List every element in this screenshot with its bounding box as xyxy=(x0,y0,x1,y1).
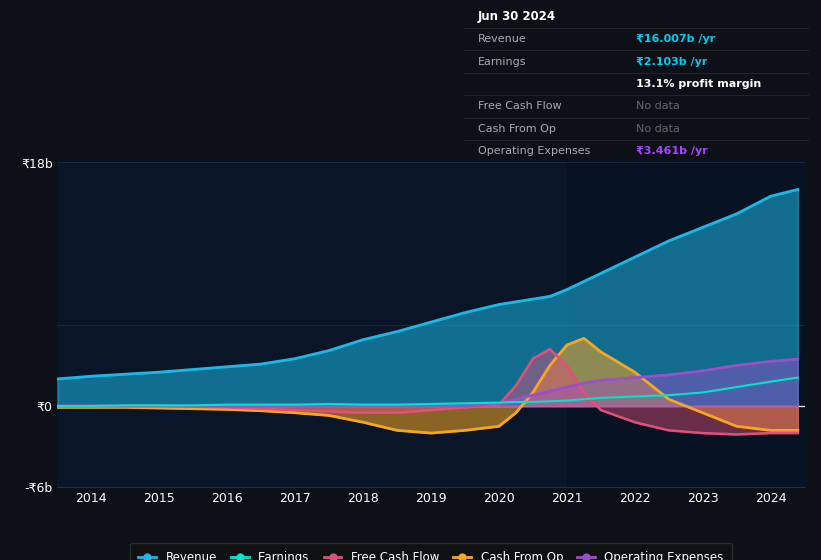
Text: ₹16.007b /yr: ₹16.007b /yr xyxy=(636,34,716,44)
Text: Operating Expenses: Operating Expenses xyxy=(478,146,590,156)
Legend: Revenue, Earnings, Free Cash Flow, Cash From Op, Operating Expenses: Revenue, Earnings, Free Cash Flow, Cash … xyxy=(130,543,732,560)
Text: Revenue: Revenue xyxy=(478,34,526,44)
Text: No data: No data xyxy=(636,101,680,111)
Text: Free Cash Flow: Free Cash Flow xyxy=(478,101,562,111)
Text: Jun 30 2024: Jun 30 2024 xyxy=(478,10,556,24)
Text: No data: No data xyxy=(636,124,680,134)
Text: ₹3.461b /yr: ₹3.461b /yr xyxy=(636,146,708,156)
Text: 13.1% profit margin: 13.1% profit margin xyxy=(636,79,762,89)
Text: Earnings: Earnings xyxy=(478,57,526,67)
Text: Cash From Op: Cash From Op xyxy=(478,124,556,134)
Bar xyxy=(566,162,821,487)
Text: ₹2.103b /yr: ₹2.103b /yr xyxy=(636,57,708,67)
